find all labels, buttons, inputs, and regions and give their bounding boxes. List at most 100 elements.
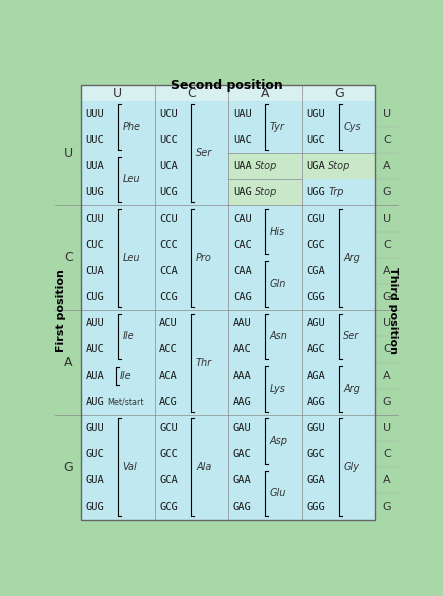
- Text: AUU: AUU: [85, 318, 105, 328]
- Bar: [229, 180, 301, 205]
- Text: CUC: CUC: [85, 240, 105, 250]
- Text: Ser: Ser: [196, 148, 212, 158]
- Text: GAG: GAG: [233, 502, 252, 511]
- Text: GUU: GUU: [85, 423, 105, 433]
- Text: UCA: UCA: [159, 162, 178, 171]
- Text: GAA: GAA: [233, 476, 252, 485]
- Text: Stop: Stop: [255, 162, 277, 171]
- Text: AUA: AUA: [85, 371, 105, 381]
- Text: U: U: [383, 109, 391, 119]
- Text: Asp: Asp: [270, 436, 288, 446]
- Text: U: U: [383, 423, 391, 433]
- Bar: [376, 101, 399, 520]
- Text: CGG: CGG: [307, 292, 325, 302]
- Text: G: G: [383, 502, 391, 511]
- Text: CCC: CCC: [159, 240, 178, 250]
- Text: CUG: CUG: [85, 292, 105, 302]
- Text: GGG: GGG: [307, 502, 325, 511]
- Text: Arg: Arg: [343, 384, 360, 394]
- Text: C: C: [383, 135, 391, 145]
- Text: CAG: CAG: [233, 292, 252, 302]
- Text: CGU: CGU: [307, 213, 325, 224]
- Text: GGU: GGU: [307, 423, 325, 433]
- Text: GCG: GCG: [159, 502, 178, 511]
- Text: GCC: GCC: [159, 449, 178, 459]
- Text: CAC: CAC: [233, 240, 252, 250]
- Text: Ile: Ile: [120, 371, 132, 381]
- Text: AGU: AGU: [307, 318, 325, 328]
- Text: GCU: GCU: [159, 423, 178, 433]
- Text: Gln: Gln: [270, 279, 286, 289]
- Text: A: A: [64, 356, 72, 369]
- Bar: [229, 154, 301, 179]
- Text: Glu: Glu: [270, 489, 286, 498]
- Text: Arg: Arg: [343, 253, 360, 263]
- Text: C: C: [64, 252, 73, 265]
- Text: Stop: Stop: [255, 187, 277, 197]
- Text: C: C: [187, 86, 196, 100]
- Text: ACU: ACU: [159, 318, 178, 328]
- Text: UGU: UGU: [307, 109, 325, 119]
- Text: Leu: Leu: [122, 174, 140, 184]
- Text: GUA: GUA: [85, 476, 105, 485]
- Text: Met/start: Met/start: [107, 398, 144, 406]
- Text: C: C: [383, 449, 391, 459]
- Text: AGA: AGA: [307, 371, 325, 381]
- Text: AAG: AAG: [233, 397, 252, 407]
- Text: Lys: Lys: [270, 384, 286, 394]
- Text: CGC: CGC: [307, 240, 325, 250]
- Bar: [55, 101, 81, 520]
- Text: His: His: [270, 226, 285, 237]
- Text: UCG: UCG: [159, 187, 178, 197]
- Text: G: G: [383, 292, 391, 302]
- Text: A: A: [383, 162, 391, 171]
- Text: Phe: Phe: [122, 122, 140, 132]
- Text: UUU: UUU: [85, 109, 105, 119]
- Text: G: G: [63, 461, 73, 474]
- Text: UUC: UUC: [85, 135, 105, 145]
- Text: A: A: [383, 476, 391, 485]
- Text: GGA: GGA: [307, 476, 325, 485]
- Text: GUC: GUC: [85, 449, 105, 459]
- Text: UCC: UCC: [159, 135, 178, 145]
- Text: Ile: Ile: [122, 331, 134, 342]
- Text: A: A: [261, 86, 269, 100]
- Text: ACC: ACC: [159, 344, 178, 355]
- Text: AAA: AAA: [233, 371, 252, 381]
- Text: GAU: GAU: [233, 423, 252, 433]
- Text: Cys: Cys: [343, 122, 361, 132]
- Text: Third position: Third position: [388, 267, 398, 353]
- Text: U: U: [383, 318, 391, 328]
- Text: UUA: UUA: [85, 162, 105, 171]
- Text: Ala: Ala: [196, 462, 211, 472]
- Text: Tyr: Tyr: [270, 122, 284, 132]
- Text: G: G: [383, 397, 391, 407]
- Bar: [303, 154, 375, 179]
- Text: UAU: UAU: [233, 109, 252, 119]
- Text: UAG: UAG: [233, 187, 252, 197]
- Text: CUU: CUU: [85, 213, 105, 224]
- Text: AAU: AAU: [233, 318, 252, 328]
- Bar: [81, 101, 376, 520]
- Text: C: C: [383, 240, 391, 250]
- Text: CCA: CCA: [159, 266, 178, 276]
- Text: Thr: Thr: [196, 358, 212, 368]
- Text: CCU: CCU: [159, 213, 178, 224]
- Text: UGG: UGG: [307, 187, 325, 197]
- Text: U: U: [383, 213, 391, 224]
- Text: Ser: Ser: [343, 331, 360, 342]
- Text: CAA: CAA: [233, 266, 252, 276]
- Text: ACA: ACA: [159, 371, 178, 381]
- Text: First position: First position: [56, 269, 66, 352]
- Text: AUG: AUG: [85, 397, 105, 407]
- Text: ACG: ACG: [159, 397, 178, 407]
- Text: Stop: Stop: [328, 162, 350, 171]
- Text: Second position: Second position: [171, 79, 283, 92]
- Text: UGA: UGA: [307, 162, 325, 171]
- Text: AUC: AUC: [85, 344, 105, 355]
- Text: AAC: AAC: [233, 344, 252, 355]
- Text: UGC: UGC: [307, 135, 325, 145]
- Text: UCU: UCU: [159, 109, 178, 119]
- Text: UUG: UUG: [85, 187, 105, 197]
- Text: Leu: Leu: [122, 253, 140, 263]
